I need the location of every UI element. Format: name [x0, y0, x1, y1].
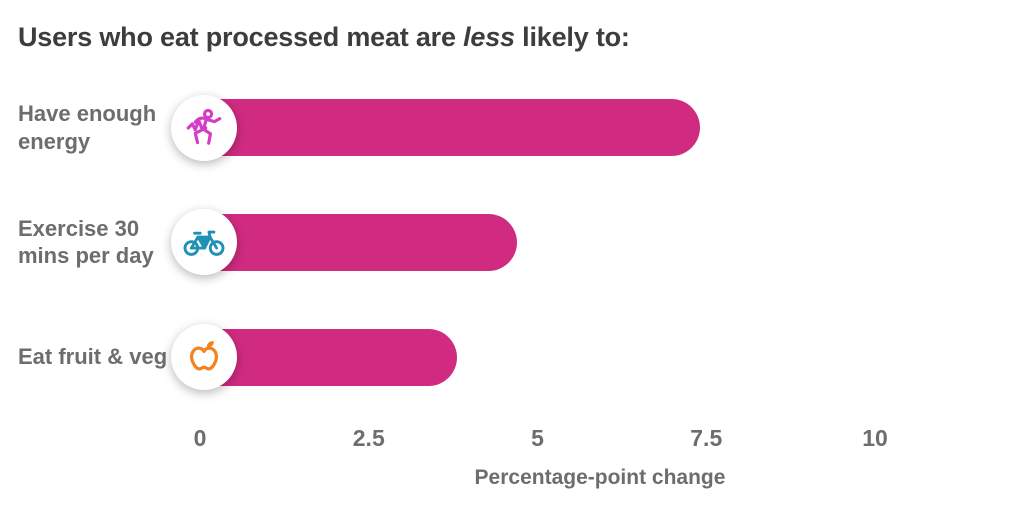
apple-icon	[189, 341, 219, 371]
runner-pulse-icon	[186, 108, 222, 145]
x-tick: 0	[193, 425, 207, 451]
bar-fruitveg	[200, 328, 457, 386]
bar-row-exercise: Exercise 30 mins per day	[0, 209, 1024, 275]
icon-circle	[171, 324, 237, 390]
bicycle-icon	[183, 230, 225, 256]
bar-exercise	[200, 213, 518, 271]
x-tick: 2.5	[352, 425, 385, 451]
x-tick: 10	[862, 425, 888, 451]
icon-circle	[171, 209, 237, 275]
icon-circle	[171, 94, 237, 161]
bar-label: Eat fruit & veg	[18, 344, 168, 370]
chart-title-pre: Users who eat processed meat are	[18, 22, 464, 52]
x-tick: 7.5	[690, 425, 723, 451]
x-tick: 5	[531, 425, 544, 451]
chart-title-post: likely to:	[514, 22, 630, 52]
bar-energy	[200, 99, 700, 156]
bar-row-fruitveg: Eat fruit & veg	[0, 324, 1024, 390]
bar-label: Exercise 30 mins per day	[18, 215, 154, 269]
bar-label: Have enough energy	[18, 101, 157, 154]
x-axis: 0 2.5 5 7.5 10	[194, 425, 888, 459]
x-axis-label: Percentage-point change	[474, 466, 726, 489]
chart-title: Users who eat processed meat are less li…	[18, 22, 630, 53]
chart-title-italic: less	[463, 22, 515, 52]
bar-row-energy: Have enough energy	[0, 94, 1024, 161]
